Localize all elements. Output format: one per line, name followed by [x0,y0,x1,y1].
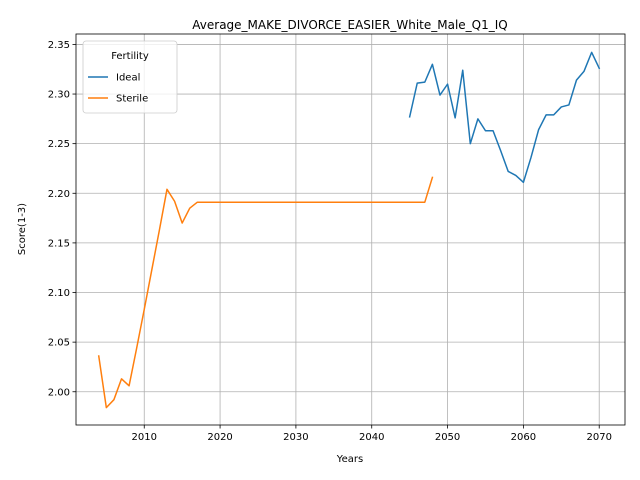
x-tick-label: 2040 [359,432,384,443]
legend-box [82,40,178,114]
x-tick-label: 2010 [132,432,157,443]
legend-title: Fertility [111,51,149,62]
y-tick-label: 2.35 [48,40,70,51]
x-tick-label: 2070 [586,432,611,443]
y-tick-label: 2.15 [48,238,70,249]
y-tick-label: 2.30 [48,90,70,101]
x-tick-label: 2050 [435,432,460,443]
legend-label-sterile: Sterile [116,94,148,105]
series-line-ideal [408,51,601,184]
plot-frame [75,33,626,426]
legend-label-ideal: Ideal [116,73,140,84]
y-tick-label: 2.20 [48,189,70,200]
grid-lines [76,34,625,425]
x-tick-label: 2030 [283,432,308,443]
y-tick-label: 2.00 [48,387,70,398]
legend: Fertility Ideal Sterile [82,40,178,114]
y-tick-label: 2.05 [48,338,70,349]
y-tick-label: 2.10 [48,288,70,299]
x-axis-label: Years [336,454,363,465]
x-tick-label: 2020 [207,432,232,443]
series-line-sterile [97,176,434,409]
series-lines [97,51,601,409]
axis-ticks: 2010 2020 2030 2040 2050 2060 2070 2.00 2.05 2.10… [48,40,612,443]
y-tick-label: 2.25 [48,139,70,150]
y-axis-label: Score(1-3) [17,203,28,255]
x-tick-label: 2060 [511,432,536,443]
chart-title: Average_MAKE_DIVORCE_EASIER_White_Male_Q… [192,18,507,32]
